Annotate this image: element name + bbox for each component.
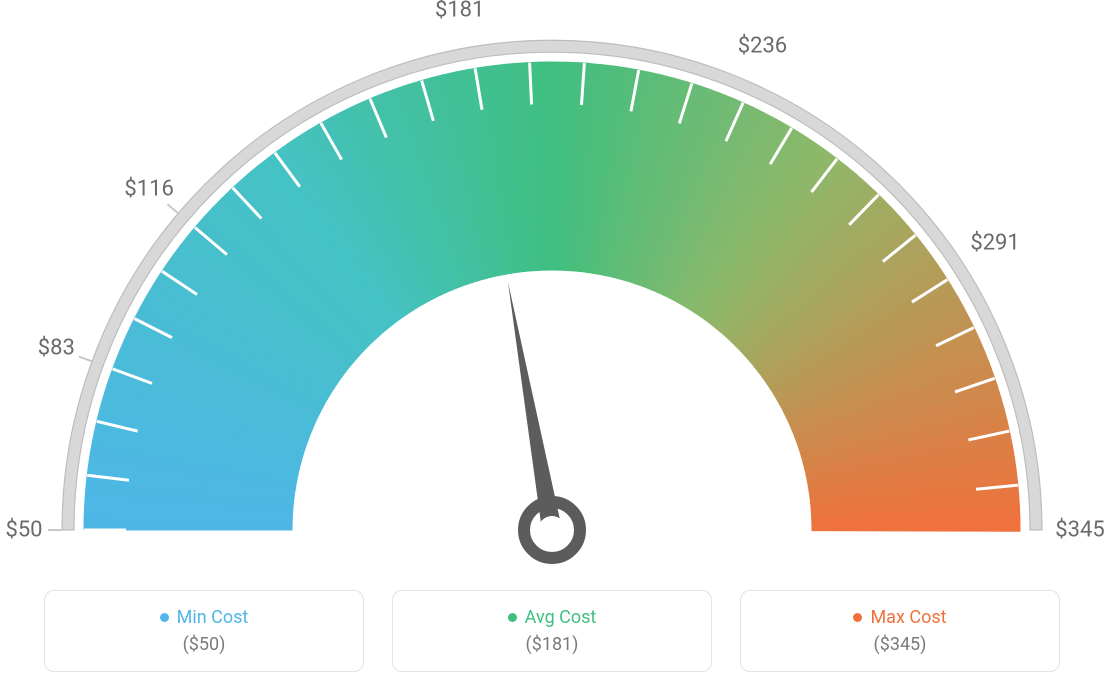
legend-title-min: Min Cost — [160, 607, 249, 628]
legend-card-min: Min Cost ($50) — [44, 590, 364, 672]
legend-dot-min — [160, 613, 169, 622]
legend-card-max: Max Cost ($345) — [740, 590, 1060, 672]
gauge-tick-label: $83 — [38, 336, 75, 361]
legend-label-min: Min Cost — [177, 607, 249, 628]
gauge-tick-label: $50 — [5, 518, 42, 543]
gauge-svg — [0, 0, 1104, 590]
legend-value-avg: ($181) — [526, 634, 579, 655]
legend-label-max: Max Cost — [870, 607, 946, 628]
gauge-tick-label: $345 — [1055, 518, 1104, 543]
legend-title-avg: Avg Cost — [508, 607, 597, 628]
gauge-tick-label: $116 — [124, 176, 173, 201]
legend-dot-avg — [508, 613, 517, 622]
gauge-tick-label: $291 — [970, 230, 1019, 255]
legend-value-min: ($50) — [183, 634, 226, 655]
legend-title-max: Max Cost — [853, 607, 946, 628]
cost-gauge: $50 $83 $116 $181 $236 $291 $345 — [0, 0, 1104, 590]
legend-value-max: ($345) — [874, 634, 927, 655]
gauge-tick-label: $181 — [435, 0, 484, 23]
legend-card-avg: Avg Cost ($181) — [392, 590, 712, 672]
gauge-tick-label: $236 — [738, 33, 787, 58]
legend-row: Min Cost ($50) Avg Cost ($181) Max Cost … — [0, 590, 1104, 690]
legend-label-avg: Avg Cost — [525, 607, 597, 628]
legend-dot-max — [853, 613, 862, 622]
